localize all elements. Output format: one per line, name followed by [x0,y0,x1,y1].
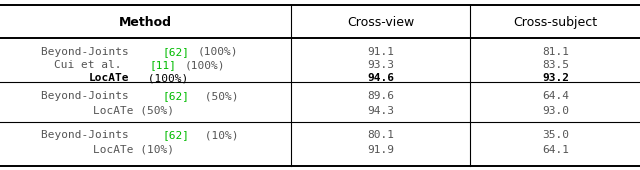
Text: 83.5: 83.5 [542,61,569,70]
Text: Beyond-Joints: Beyond-Joints [41,91,135,101]
Text: Beyond-Joints: Beyond-Joints [41,130,135,140]
Text: 91.1: 91.1 [367,47,394,57]
Text: (10%): (10%) [198,130,238,140]
Text: [62]: [62] [163,130,189,140]
Text: [62]: [62] [163,47,189,57]
Text: LocATe (50%): LocATe (50%) [93,106,174,115]
Text: 64.4: 64.4 [542,91,569,101]
Text: (100%): (100%) [141,73,188,83]
Text: 94.3: 94.3 [367,106,394,115]
Text: [62]: [62] [163,91,189,101]
Text: 64.1: 64.1 [542,145,569,155]
Text: (100%): (100%) [184,61,225,70]
Text: [11]: [11] [150,61,177,70]
Text: (50%): (50%) [198,91,238,101]
Text: 35.0: 35.0 [542,130,569,140]
Text: 93.0: 93.0 [542,106,569,115]
Text: 94.6: 94.6 [367,73,394,83]
Text: Cross-view: Cross-view [347,16,415,29]
Text: 89.6: 89.6 [367,91,394,101]
Text: LocATe (10%): LocATe (10%) [93,145,174,155]
Text: 93.2: 93.2 [542,73,569,83]
Text: 81.1: 81.1 [542,47,569,57]
Text: (100%): (100%) [198,47,238,57]
Text: Beyond-Joints: Beyond-Joints [41,47,135,57]
Text: 93.3: 93.3 [367,61,394,70]
Text: Cross-subject: Cross-subject [513,16,598,29]
Text: Method: Method [119,16,172,29]
Text: Cui et al.: Cui et al. [54,61,128,70]
Text: 80.1: 80.1 [367,130,394,140]
Text: 91.9: 91.9 [367,145,394,155]
Text: LocATe: LocATe [89,73,129,83]
